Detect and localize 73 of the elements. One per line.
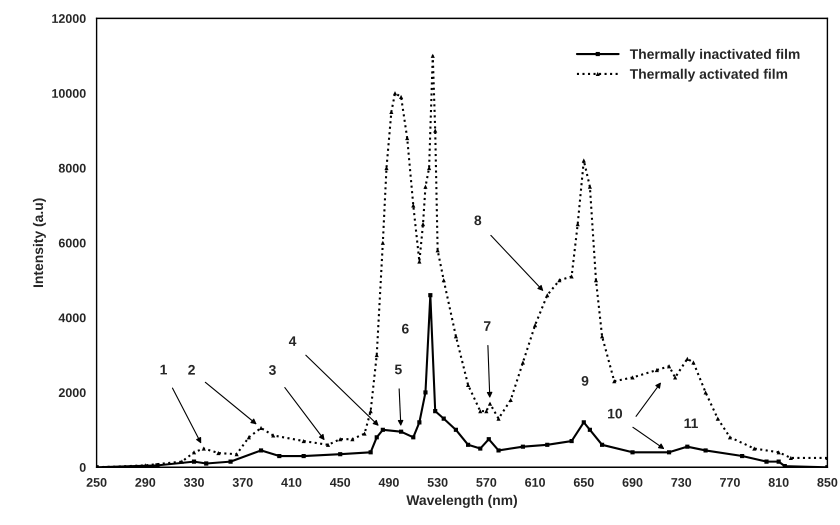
x-tick-label: 570 <box>476 478 496 487</box>
point <box>600 442 604 447</box>
point <box>258 448 264 452</box>
point <box>545 442 550 447</box>
x-tick-label: 490 <box>378 478 399 487</box>
y-tick-label: 6000 <box>58 238 86 248</box>
point <box>428 293 432 298</box>
x-tick-label: 610 <box>525 478 545 487</box>
x-tick-label: 250 <box>86 478 107 487</box>
x-tick-label: 850 <box>817 478 838 487</box>
point <box>302 454 306 458</box>
point <box>704 448 708 452</box>
point <box>764 460 769 464</box>
point <box>454 428 458 432</box>
annotation: 3 <box>268 365 276 375</box>
annotation: 1 <box>160 364 167 374</box>
x-tick-label: 650 <box>574 478 594 487</box>
y-tick-label: 12000 <box>52 14 86 24</box>
annotation: 9 <box>582 376 588 386</box>
x-tick-label: 530 <box>428 478 448 487</box>
annotation: 11 <box>684 418 698 428</box>
annotation: 10 <box>608 408 622 419</box>
y-tick-label: 8000 <box>58 164 86 173</box>
legend-label: Thermally inactivated film <box>630 48 800 62</box>
x-tick-label: 330 <box>184 478 204 487</box>
point <box>442 416 446 421</box>
point <box>520 444 525 449</box>
point <box>368 450 373 454</box>
x-tick-label: 410 <box>281 478 302 487</box>
annotation: 7 <box>484 321 490 331</box>
x-tick-label: 290 <box>135 478 156 487</box>
point <box>417 420 422 424</box>
point <box>685 444 690 449</box>
y-axis-title: Intensity (a.u) <box>32 198 46 288</box>
x-tick-label: 690 <box>622 478 642 487</box>
point <box>228 460 233 464</box>
point <box>423 390 428 395</box>
annotation: 8 <box>474 215 482 226</box>
point <box>399 430 404 434</box>
point <box>374 435 379 440</box>
point <box>740 454 744 458</box>
point <box>380 428 385 432</box>
y-tick-label: 4000 <box>58 313 86 322</box>
point <box>666 450 672 454</box>
annotation: 6 <box>402 324 409 334</box>
point <box>570 438 574 444</box>
point <box>433 409 438 414</box>
point <box>486 437 491 442</box>
point <box>192 460 196 464</box>
point <box>204 461 208 466</box>
x-tick-label: 810 <box>768 478 789 487</box>
point <box>466 442 470 447</box>
point <box>277 454 282 458</box>
annotation: 4 <box>288 336 296 346</box>
legend-label: Thermally activated film <box>630 68 788 82</box>
point <box>411 435 416 440</box>
point <box>630 450 635 454</box>
point <box>496 448 501 452</box>
x-tick-label: 770 <box>720 478 740 487</box>
annotation: 2 <box>188 364 195 375</box>
x-tick-label: 730 <box>671 478 692 487</box>
point <box>588 428 592 432</box>
y-tick-label: 0 <box>80 463 86 472</box>
y-tick-label: 10000 <box>52 88 86 98</box>
point <box>338 452 342 456</box>
x-tick-label: 370 <box>232 478 253 487</box>
y-tick-label: 2000 <box>58 388 86 398</box>
point <box>776 460 781 464</box>
annotation: 5 <box>394 364 402 374</box>
x-tick-label: 450 <box>330 478 350 487</box>
x-axis-title: Wavelength (nm) <box>406 494 517 508</box>
point <box>478 446 482 451</box>
point <box>582 420 586 424</box>
